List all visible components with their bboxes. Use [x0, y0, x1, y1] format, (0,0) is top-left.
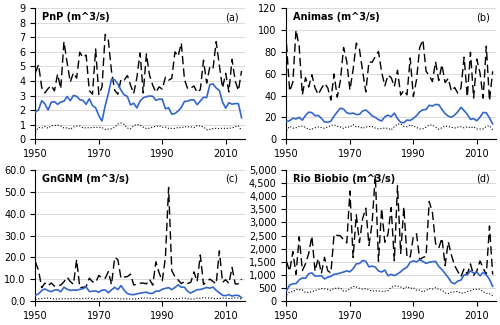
Text: (d): (d) [476, 174, 490, 184]
Text: Animas (m^3/s): Animas (m^3/s) [293, 12, 380, 22]
Text: Rio Biobio (m^3/s): Rio Biobio (m^3/s) [293, 174, 395, 184]
Text: (a): (a) [225, 12, 238, 22]
Text: (c): (c) [226, 174, 238, 184]
Text: (b): (b) [476, 12, 490, 22]
Text: GnGNM (m^3/s): GnGNM (m^3/s) [42, 174, 129, 184]
Text: PnP (m^3/s): PnP (m^3/s) [42, 12, 110, 22]
